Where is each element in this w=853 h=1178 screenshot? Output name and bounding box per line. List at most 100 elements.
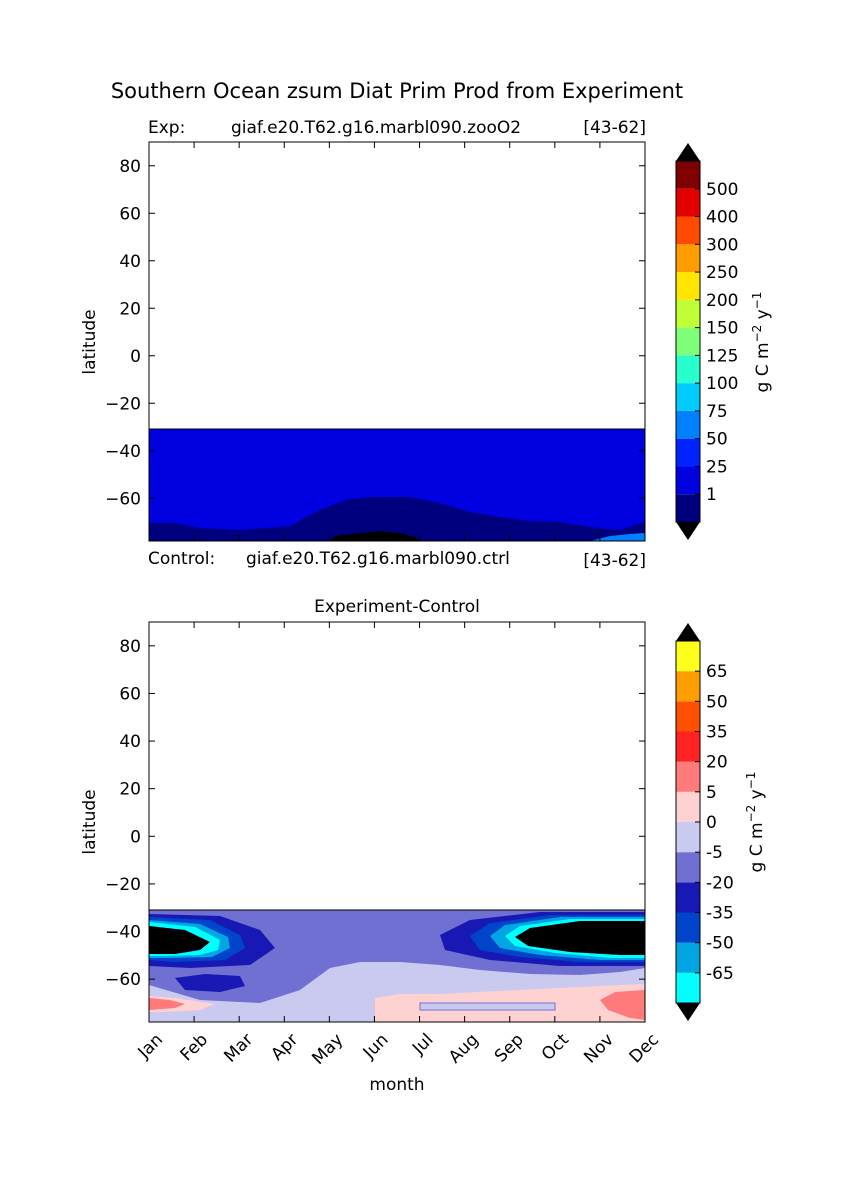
y-tick-label: 80 <box>119 157 141 177</box>
x-tick-label: Apr <box>267 1030 302 1065</box>
control-label: Control: <box>148 549 215 569</box>
exp-years: [43-62] <box>583 118 646 138</box>
x-tick-label: Oct <box>538 1030 573 1065</box>
top-low-band <box>149 497 645 541</box>
bottom-plot-area <box>149 622 645 1022</box>
colorbar-segment <box>676 942 700 973</box>
colorbar-tick-label: 35 <box>706 723 728 743</box>
colorbar-segment <box>676 188 700 217</box>
colorbar-segment <box>676 410 700 439</box>
figure-title: Southern Ocean zsum Diat Prim Prod from … <box>111 79 683 103</box>
colorbar-segment <box>676 299 700 328</box>
colorbar-tick-label: -65 <box>706 964 734 984</box>
top-plot-area <box>149 142 645 541</box>
y-tick-label: 20 <box>119 780 141 800</box>
top-edge-high <box>590 533 645 541</box>
y-tick-label: 20 <box>119 299 141 319</box>
y-tick-label: −20 <box>105 394 141 414</box>
colorbar-segment <box>676 216 700 245</box>
colorbar-tick-label: 250 <box>706 263 738 283</box>
y-tick-label: 60 <box>119 204 141 224</box>
x-tick-label: Dec <box>626 1030 663 1067</box>
colorbar-segment <box>676 466 700 495</box>
colorbar-tick-label: 50 <box>706 692 728 712</box>
colorbar-segment <box>676 791 700 822</box>
colorbar-segment <box>676 327 700 356</box>
bottom-west-core <box>149 926 210 954</box>
colorbar-tick-label: 0 <box>706 813 717 833</box>
top-colorbar-label: g C m−2 y−1 <box>750 292 773 393</box>
colorbar-tick-label: 200 <box>706 291 738 311</box>
y-tick-label: −60 <box>105 489 141 509</box>
colorbar-segment <box>676 244 700 273</box>
colorbar-extend-high <box>676 143 700 161</box>
colorbar-segment <box>676 383 700 411</box>
colorbar-tick-label: -35 <box>706 904 734 924</box>
top-zero-core <box>330 531 420 541</box>
colorbar-tick-label: -50 <box>706 934 734 954</box>
colorbar-tick-label: 100 <box>706 374 738 394</box>
colorbar-tick-label: -20 <box>706 873 734 893</box>
x-tick-label: Mar <box>220 1030 257 1067</box>
colorbar-tick-label: 65 <box>706 662 728 682</box>
x-tick-label: Aug <box>445 1030 483 1068</box>
bottom-low-patch <box>175 974 245 992</box>
colorbar-segment <box>676 761 700 792</box>
colorbar-segment <box>676 912 700 943</box>
control-case-name: giaf.e20.T62.g16.marbl090.ctrl <box>246 549 510 569</box>
bottom-east-core <box>515 921 645 955</box>
colorbar-segment <box>676 272 700 300</box>
bottom-east-strong <box>600 990 645 1020</box>
bottom-y-axis: 80 60 40 20 0 −20 −40 −60 <box>105 637 645 990</box>
colorbar-segment <box>676 701 700 732</box>
colorbar-tick-label: 500 <box>706 180 738 200</box>
y-tick-label: −40 <box>105 923 141 943</box>
colorbar-tick-label: 300 <box>706 235 738 255</box>
colorbar-extend-low <box>676 522 700 540</box>
colorbar-tick-label: 25 <box>706 457 728 477</box>
y-tick-label: 80 <box>119 637 141 657</box>
colorbar-extend-high <box>676 623 700 641</box>
colorbar-segment <box>676 161 700 189</box>
y-tick-label: 40 <box>119 252 141 272</box>
colorbar-segment <box>676 494 700 522</box>
y-tick-label: −40 <box>105 442 141 462</box>
y-tick-label: 60 <box>119 684 141 704</box>
x-tick-label: May <box>308 1030 347 1069</box>
colorbar-segment <box>676 822 700 853</box>
colorbar-segment <box>676 972 700 1003</box>
x-tick-label: Jan <box>134 1030 167 1063</box>
colorbar-tick-label: 5 <box>706 783 717 803</box>
bottom-colorbar-label: g C m−2 y−1 <box>744 772 767 873</box>
colorbar-segment <box>676 438 700 467</box>
y-tick-label: −60 <box>105 970 141 990</box>
colorbar-tick-label: 50 <box>706 430 728 450</box>
top-y-axis: 80 60 40 20 0 −20 −40 −60 <box>105 142 646 541</box>
bottom-inner-stripe <box>419 1002 556 1011</box>
colorbar-segment <box>676 641 700 672</box>
colorbar-tick-label: 400 <box>706 208 738 228</box>
bottom-xlabel: month <box>369 1075 424 1095</box>
x-tick-label: Jul <box>408 1030 437 1059</box>
colorbar-tick-label: 150 <box>706 319 738 339</box>
y-tick-label: 0 <box>130 827 141 847</box>
exp-case-name: giaf.e20.T62.g16.marbl090.zooO2 <box>231 118 521 138</box>
bottom-ylabel: latitude <box>80 789 100 854</box>
x-tick-label: Jun <box>359 1030 393 1064</box>
y-tick-label: 0 <box>130 347 141 367</box>
colorbar-segment <box>676 882 700 913</box>
top-plot-frame <box>148 141 646 542</box>
colorbar-segment <box>676 731 700 762</box>
colorbar-segment <box>676 355 700 384</box>
colorbar-extend-low <box>676 1003 700 1021</box>
colorbar-tick-label: 20 <box>706 753 728 773</box>
x-tick-label: Feb <box>177 1030 212 1065</box>
x-tick-label: Nov <box>580 1030 618 1068</box>
colorbar-tick-label: 75 <box>706 402 728 422</box>
colorbar-tick-label: 1 <box>706 485 717 505</box>
exp-label: Exp: <box>148 118 185 138</box>
x-tick-label: Sep <box>491 1030 528 1067</box>
